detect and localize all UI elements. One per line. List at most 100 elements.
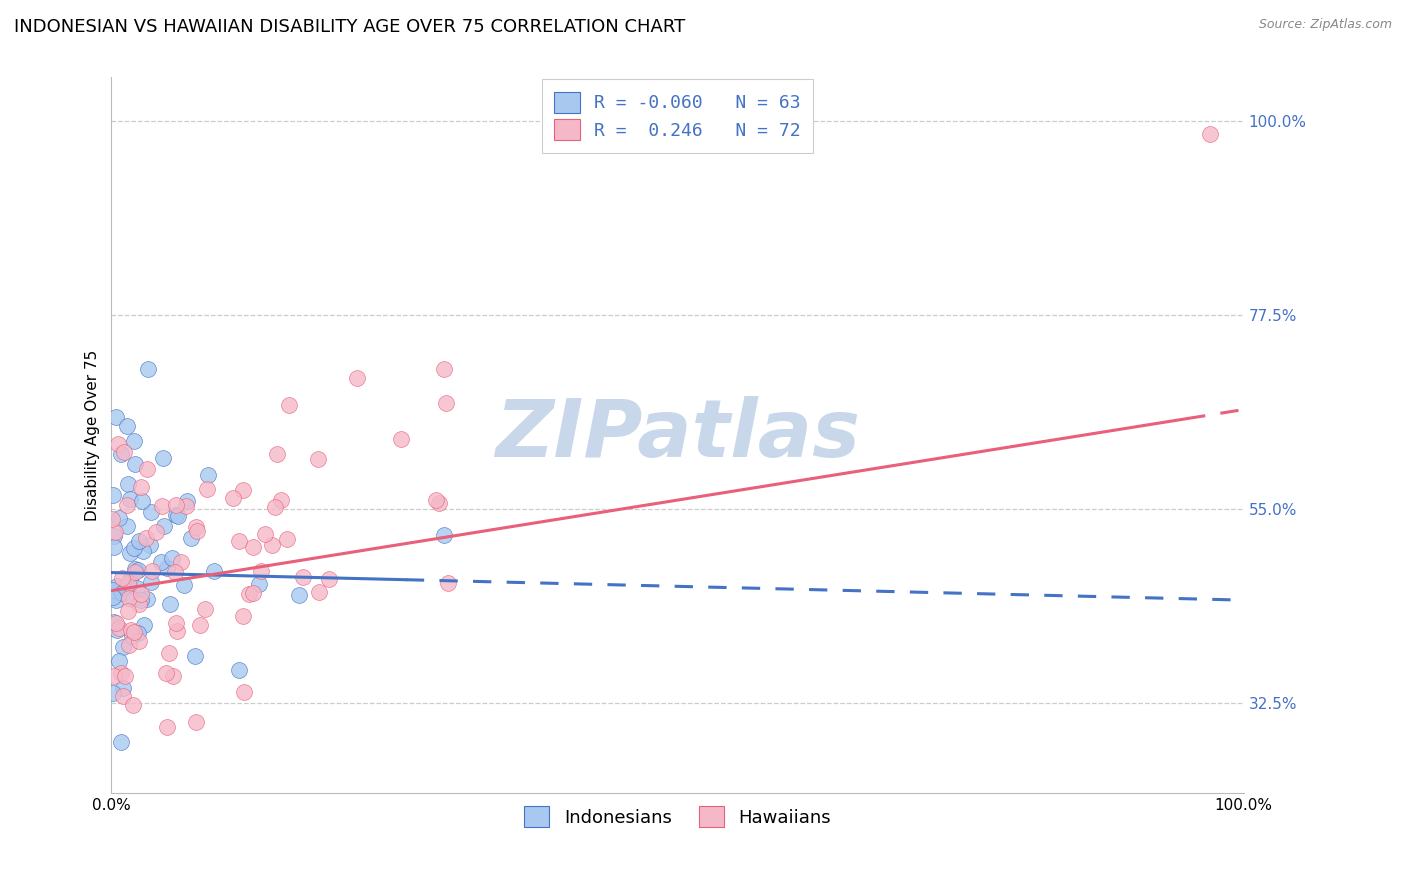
Point <box>186 520 208 534</box>
Point <box>112 690 135 704</box>
Point <box>121 698 143 712</box>
Point <box>124 562 146 576</box>
Point <box>434 395 457 409</box>
Point <box>124 565 146 579</box>
Point <box>156 560 179 574</box>
Point <box>115 580 138 594</box>
Point <box>127 563 149 577</box>
Point <box>111 681 134 696</box>
Point <box>165 499 187 513</box>
Point <box>266 446 288 460</box>
Point <box>254 526 277 541</box>
Point <box>292 569 315 583</box>
Point <box>105 623 128 637</box>
Point <box>132 618 155 632</box>
Point <box>117 575 139 590</box>
Point <box>166 624 188 638</box>
Point <box>101 686 124 700</box>
Point <box>118 573 141 587</box>
Point <box>124 541 146 555</box>
Point <box>166 509 188 524</box>
Point <box>103 487 125 501</box>
Point <box>433 527 456 541</box>
Point <box>111 586 134 600</box>
Point <box>186 524 208 539</box>
Point <box>104 524 127 539</box>
Point <box>128 597 150 611</box>
Point <box>186 714 208 729</box>
Point <box>118 591 141 605</box>
Point <box>242 540 264 554</box>
Point <box>136 362 159 376</box>
Point <box>131 593 153 607</box>
Point <box>136 462 159 476</box>
Point <box>105 616 128 631</box>
Point <box>112 445 135 459</box>
Point <box>129 480 152 494</box>
Point <box>232 608 254 623</box>
Point <box>194 602 217 616</box>
Point <box>184 648 207 663</box>
Point <box>242 585 264 599</box>
Point <box>165 508 187 522</box>
Point <box>108 511 131 525</box>
Point <box>132 544 155 558</box>
Point <box>121 629 143 643</box>
Point <box>125 582 148 596</box>
Point <box>122 624 145 639</box>
Point <box>101 511 124 525</box>
Point <box>114 669 136 683</box>
Point <box>228 533 250 548</box>
Point <box>104 409 127 424</box>
Point <box>118 491 141 506</box>
Point <box>176 499 198 513</box>
Point <box>250 564 273 578</box>
Point <box>117 476 139 491</box>
Point <box>162 669 184 683</box>
Point <box>103 615 125 630</box>
Point <box>101 591 124 605</box>
Point <box>135 531 157 545</box>
Point <box>238 587 260 601</box>
Point <box>124 458 146 472</box>
Text: Source: ZipAtlas.com: Source: ZipAtlas.com <box>1258 18 1392 31</box>
Point <box>110 734 132 748</box>
Point <box>427 496 450 510</box>
Point <box>131 494 153 508</box>
Point <box>153 518 176 533</box>
Point <box>308 585 330 599</box>
Point <box>103 541 125 555</box>
Point <box>228 663 250 677</box>
Point <box>139 574 162 589</box>
Point <box>156 720 179 734</box>
Point <box>127 625 149 640</box>
Point <box>110 447 132 461</box>
Point <box>128 634 150 648</box>
Point <box>128 534 150 549</box>
Point <box>139 538 162 552</box>
Point <box>101 582 124 597</box>
Point <box>1198 127 1220 141</box>
Point <box>346 371 368 385</box>
Point <box>108 621 131 635</box>
Point <box>173 578 195 592</box>
Point <box>120 623 142 637</box>
Point <box>232 483 254 497</box>
Point <box>145 524 167 539</box>
Point <box>222 491 245 505</box>
Point <box>165 565 187 579</box>
Point <box>433 362 456 376</box>
Point <box>195 482 218 496</box>
Point <box>180 531 202 545</box>
Point <box>159 597 181 611</box>
Point <box>276 532 298 546</box>
Point <box>197 467 219 482</box>
Point <box>105 579 128 593</box>
Point <box>117 604 139 618</box>
Point <box>103 529 125 543</box>
Point <box>233 684 256 698</box>
Point <box>264 500 287 514</box>
Point <box>117 418 139 433</box>
Point <box>122 591 145 606</box>
Point <box>141 565 163 579</box>
